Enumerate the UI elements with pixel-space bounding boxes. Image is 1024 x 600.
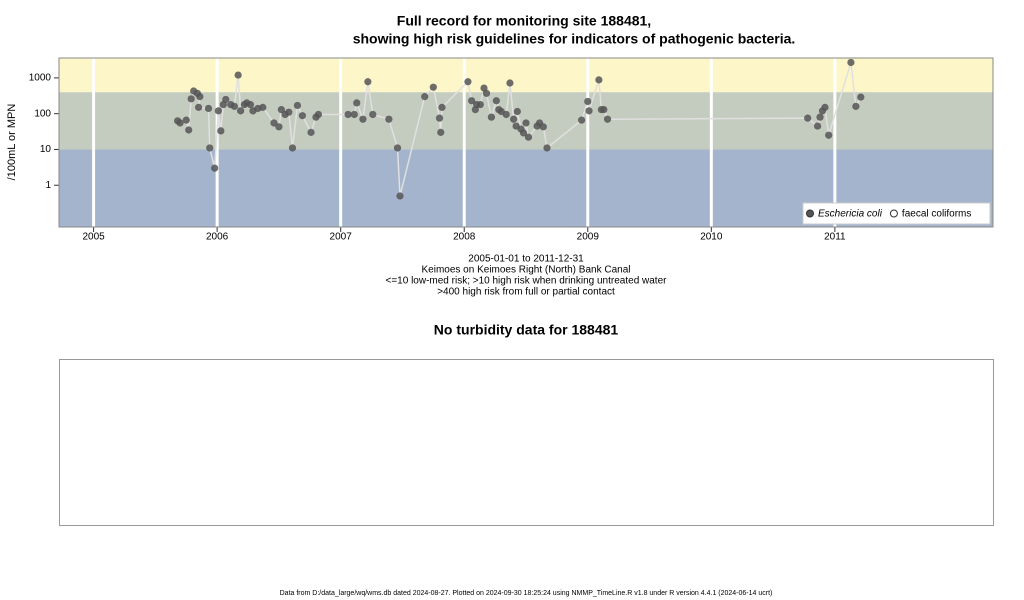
data-point <box>539 123 547 131</box>
data-point <box>852 102 860 110</box>
legend-label: faecal coliforms <box>902 209 971 220</box>
data-point <box>595 76 603 84</box>
data-point <box>187 95 195 103</box>
data-point <box>513 107 521 116</box>
legend-marker <box>889 209 898 218</box>
data-point <box>195 103 203 111</box>
data-point <box>603 115 612 123</box>
data-point <box>857 93 865 101</box>
legend-label: Eschericia coli <box>818 209 883 220</box>
data-point <box>421 93 429 101</box>
data-point <box>350 110 358 119</box>
caption: <=10 low-med risk; >10 high risk when dr… <box>386 276 668 287</box>
data-point <box>217 127 225 135</box>
data-point <box>429 83 437 91</box>
data-point <box>804 114 812 122</box>
data-point <box>585 107 593 115</box>
data-point <box>510 115 518 123</box>
data-point <box>435 114 444 122</box>
data-point <box>519 129 528 137</box>
data-point <box>813 122 822 130</box>
data-point <box>206 144 214 152</box>
data-point <box>364 78 372 86</box>
data-point <box>543 144 551 152</box>
data-point <box>214 107 222 115</box>
caption: >400 high risk from full or partial cont… <box>437 287 615 298</box>
x-tick-label: 2006 <box>206 232 229 243</box>
legend: Eschericia coli faecal coliforms <box>802 202 991 225</box>
data-point <box>230 102 239 110</box>
data-point <box>600 106 608 114</box>
data-point <box>464 78 472 86</box>
y-tick-label: 1 <box>45 180 51 191</box>
data-point <box>506 79 514 87</box>
data-point <box>816 113 824 121</box>
data-point <box>482 89 491 97</box>
data-point <box>307 128 315 136</box>
data-point <box>577 116 586 124</box>
x-tick-label: 2011 <box>824 232 846 243</box>
x-tick-label: 2005 <box>82 232 105 243</box>
data-point <box>314 110 323 119</box>
x-tick-label: 2007 <box>330 232 353 243</box>
data-point <box>821 103 829 111</box>
data-point <box>182 116 190 124</box>
data-point <box>584 97 592 106</box>
data-point <box>246 100 255 109</box>
data-point <box>277 106 285 114</box>
data-point <box>196 93 204 101</box>
caption: 2005-01-01 to 2011-12-31 <box>468 254 584 265</box>
y-tick-label: 10 <box>40 144 52 155</box>
x-tick-label: 2010 <box>700 232 723 243</box>
footer: Data from D:/data_large/wq/wms.db dated … <box>280 590 773 597</box>
data-point <box>396 192 404 200</box>
data-point <box>275 123 283 131</box>
data-point <box>237 107 245 115</box>
data-point <box>487 113 496 121</box>
chart-title: showing high risk guidelines for indicat… <box>353 31 796 47</box>
data-point <box>438 103 446 111</box>
data-point <box>524 133 533 141</box>
data-point <box>298 112 306 120</box>
data-point <box>204 104 213 113</box>
data-point <box>502 110 510 119</box>
x-tick-label: 2009 <box>577 232 600 243</box>
data-point <box>492 97 500 105</box>
plot-frame <box>58 57 994 228</box>
data-point <box>353 99 361 107</box>
turbidity-title: No turbidity data for 188481 <box>434 322 619 338</box>
data-point <box>437 128 445 136</box>
y-tick-label: 100 <box>34 108 51 119</box>
data-point <box>385 115 393 123</box>
data-point <box>344 110 352 119</box>
data-point <box>234 71 242 79</box>
data-point <box>270 119 278 127</box>
chart-title: Full record for monitoring site 188481, <box>397 13 651 29</box>
data-point <box>476 100 484 109</box>
data-point <box>285 108 293 116</box>
data-point <box>288 144 297 152</box>
data-point <box>393 144 402 152</box>
y-axis-label: /100mL or MPN <box>6 104 18 181</box>
risk-band <box>59 58 993 93</box>
plot: 2005 2006 2007 2008 2009 2010 2011 1 10 100 1000 Es… <box>29 57 994 243</box>
turbidity-panel <box>59 359 994 526</box>
y-tick-label: 1000 <box>29 73 52 84</box>
data-point <box>847 58 855 67</box>
data-point <box>468 97 476 105</box>
legend-marker <box>806 209 814 218</box>
data-point <box>222 95 230 104</box>
data-point <box>259 103 267 111</box>
data-point <box>522 119 530 127</box>
data-point <box>176 119 184 127</box>
data-point <box>359 115 367 123</box>
data-point <box>293 101 302 110</box>
data-point <box>185 126 193 134</box>
data-point <box>825 131 833 139</box>
data-point <box>211 164 219 172</box>
data-point <box>369 110 377 119</box>
x-tick-label: 2008 <box>453 232 476 243</box>
caption: Keimoes on Keimoes Right (North) Bank Ca… <box>422 265 631 276</box>
